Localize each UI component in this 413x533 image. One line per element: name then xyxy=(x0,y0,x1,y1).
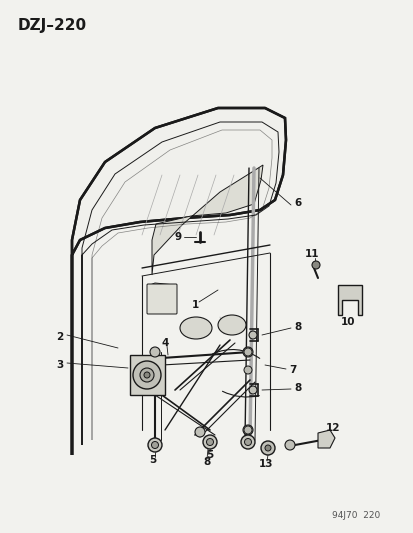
Text: 5: 5 xyxy=(149,455,156,465)
Text: 4: 4 xyxy=(161,338,168,348)
Circle shape xyxy=(240,435,254,449)
Circle shape xyxy=(202,435,216,449)
Text: 94J70  220: 94J70 220 xyxy=(331,511,379,520)
Text: 13: 13 xyxy=(258,459,273,469)
Polygon shape xyxy=(317,430,334,448)
Text: 12: 12 xyxy=(325,423,339,433)
Circle shape xyxy=(243,426,252,434)
Circle shape xyxy=(150,347,159,357)
Circle shape xyxy=(260,441,274,455)
Text: 2: 2 xyxy=(56,332,64,342)
Circle shape xyxy=(243,348,252,356)
Text: 3: 3 xyxy=(56,360,64,370)
Circle shape xyxy=(242,425,252,435)
Circle shape xyxy=(264,445,271,451)
Polygon shape xyxy=(152,165,262,275)
Text: 9: 9 xyxy=(174,232,181,242)
Text: 1: 1 xyxy=(191,300,198,310)
Polygon shape xyxy=(147,283,175,312)
Text: 10: 10 xyxy=(340,317,354,327)
Circle shape xyxy=(147,438,161,452)
Circle shape xyxy=(140,368,154,382)
Text: 8: 8 xyxy=(203,457,210,467)
Circle shape xyxy=(284,440,294,450)
Polygon shape xyxy=(72,108,285,455)
Text: 6: 6 xyxy=(294,198,301,208)
Circle shape xyxy=(248,386,256,394)
Text: 8: 8 xyxy=(294,322,301,332)
Circle shape xyxy=(311,261,319,269)
Text: DZJ–220: DZJ–220 xyxy=(18,18,87,33)
Circle shape xyxy=(243,366,252,374)
Text: 5: 5 xyxy=(206,450,213,460)
Circle shape xyxy=(244,439,251,446)
Circle shape xyxy=(242,347,252,357)
Circle shape xyxy=(195,427,204,437)
Text: 7: 7 xyxy=(289,365,296,375)
Circle shape xyxy=(206,439,213,446)
Ellipse shape xyxy=(180,317,211,339)
Text: 8: 8 xyxy=(294,383,301,393)
Ellipse shape xyxy=(218,315,245,335)
Circle shape xyxy=(248,331,256,339)
Text: 11: 11 xyxy=(304,249,318,259)
Circle shape xyxy=(133,361,161,389)
Circle shape xyxy=(151,441,158,448)
FancyBboxPatch shape xyxy=(147,284,177,314)
Polygon shape xyxy=(130,355,165,395)
Polygon shape xyxy=(337,285,361,315)
Circle shape xyxy=(144,372,150,378)
